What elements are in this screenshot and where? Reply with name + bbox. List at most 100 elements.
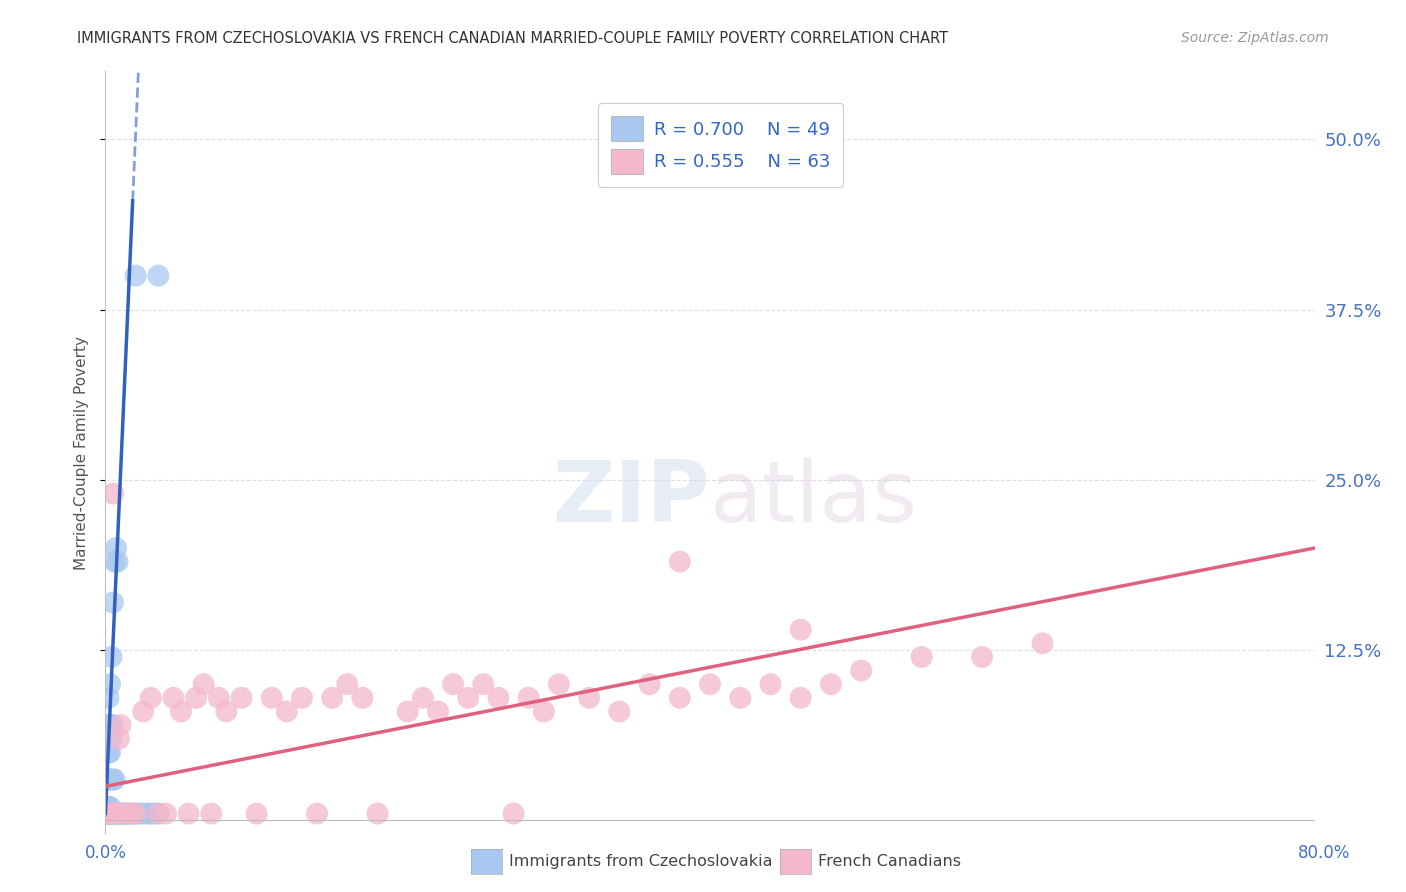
Point: [101, 772, 124, 787]
Point: [170, 705, 193, 719]
Point: [669, 555, 692, 569]
Point: [98, 677, 121, 691]
Point: [105, 806, 128, 821]
Point: [112, 806, 135, 821]
Point: [124, 806, 148, 821]
Point: [97, 772, 120, 787]
Point: [97, 745, 120, 759]
Point: [186, 690, 208, 705]
Point: [96, 806, 118, 821]
Point: [336, 677, 359, 691]
Point: [366, 806, 388, 821]
Point: [98, 806, 121, 821]
Point: [97, 799, 120, 814]
Point: [472, 677, 495, 691]
Point: [100, 772, 122, 787]
Point: [517, 690, 540, 705]
Point: [110, 718, 132, 732]
Point: [97, 690, 120, 705]
Point: [97, 806, 120, 821]
Point: [412, 690, 434, 705]
Point: [96, 799, 118, 814]
Text: French Canadians: French Canadians: [818, 855, 962, 869]
Point: [177, 806, 200, 821]
Point: [128, 806, 150, 821]
Y-axis label: Married-Couple Family Poverty: Married-Couple Family Poverty: [75, 335, 90, 570]
Point: [121, 806, 143, 821]
Point: [148, 806, 170, 821]
Point: [533, 705, 555, 719]
Point: [97, 718, 120, 732]
Point: [108, 731, 131, 746]
Point: [112, 806, 135, 821]
Point: [396, 705, 419, 719]
Point: [142, 806, 165, 821]
Text: 0.0%: 0.0%: [84, 844, 127, 862]
Point: [638, 677, 661, 691]
Point: [820, 677, 842, 691]
Point: [107, 806, 129, 821]
Point: [730, 690, 752, 705]
Point: [162, 690, 184, 705]
Point: [107, 555, 129, 569]
Text: 80.0%: 80.0%: [1298, 844, 1351, 862]
Point: [849, 664, 872, 678]
Point: [107, 806, 129, 821]
Point: [96, 806, 118, 821]
Point: [699, 677, 721, 691]
Point: [121, 806, 143, 821]
Point: [97, 806, 120, 821]
Point: [457, 690, 479, 705]
Point: [114, 806, 136, 821]
Point: [200, 806, 222, 821]
Point: [246, 806, 269, 821]
Point: [105, 806, 128, 821]
Point: [148, 806, 170, 821]
Point: [276, 705, 298, 719]
Point: [98, 772, 121, 787]
Point: [111, 806, 134, 821]
Point: [96, 772, 118, 787]
Point: [136, 806, 159, 821]
Point: [260, 690, 283, 705]
Point: [321, 690, 343, 705]
Point: [1032, 636, 1054, 650]
Point: [101, 718, 124, 732]
Point: [970, 650, 993, 665]
Point: [124, 806, 148, 821]
Point: [488, 690, 510, 705]
Point: [139, 806, 162, 821]
Text: Source: ZipAtlas.com: Source: ZipAtlas.com: [1181, 31, 1329, 45]
Point: [352, 690, 374, 705]
Point: [307, 806, 329, 821]
Point: [155, 806, 177, 821]
Point: [117, 806, 139, 821]
Point: [215, 705, 238, 719]
Point: [110, 806, 132, 821]
Point: [427, 705, 450, 719]
Point: [101, 595, 124, 609]
Point: [105, 541, 128, 555]
Point: [100, 650, 122, 665]
Point: [96, 806, 118, 821]
Point: [759, 677, 782, 691]
Point: [98, 806, 121, 821]
Point: [132, 806, 155, 821]
Point: [291, 690, 314, 705]
Point: [578, 690, 600, 705]
Point: [103, 806, 125, 821]
Point: [669, 690, 692, 705]
Point: [231, 690, 253, 705]
Point: [101, 806, 124, 821]
Legend: R = 0.700    N = 49, R = 0.555    N = 63: R = 0.700 N = 49, R = 0.555 N = 63: [598, 103, 844, 186]
Point: [441, 677, 464, 691]
Text: IMMIGRANTS FROM CZECHOSLOVAKIA VS FRENCH CANADIAN MARRIED-COUPLE FAMILY POVERTY : IMMIGRANTS FROM CZECHOSLOVAKIA VS FRENCH…: [77, 31, 949, 46]
Point: [609, 705, 631, 719]
Point: [124, 268, 148, 283]
Text: atlas: atlas: [710, 457, 918, 540]
Point: [100, 731, 122, 746]
Point: [103, 772, 125, 787]
Point: [502, 806, 524, 821]
Point: [101, 486, 124, 500]
Point: [148, 268, 170, 283]
